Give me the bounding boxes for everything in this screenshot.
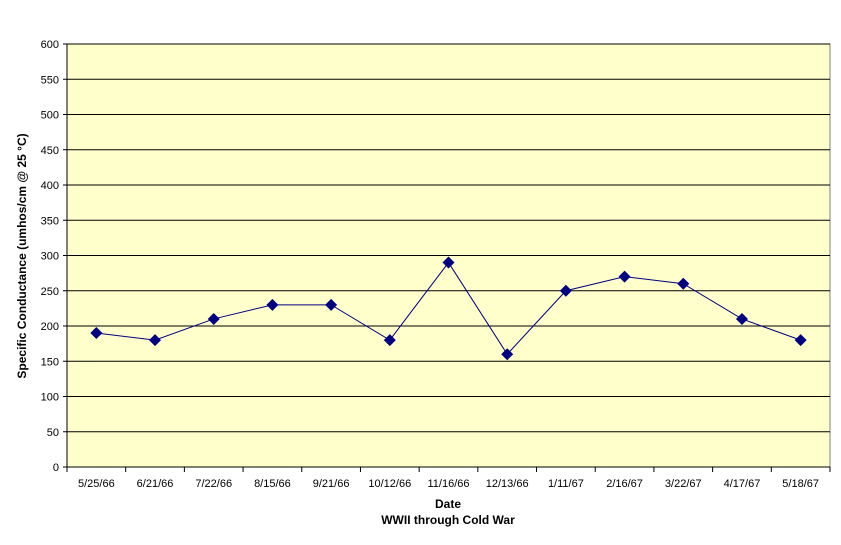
x-tick-label: 4/17/67 [724, 478, 761, 490]
y-tick-label: 200 [41, 321, 59, 333]
data-point-diamond [559, 284, 572, 297]
data-point-diamond [618, 270, 631, 283]
y-tick-label: 300 [41, 251, 59, 263]
x-tick-label: 3/22/67 [665, 478, 702, 490]
y-tick-label: 550 [41, 74, 59, 86]
series-conductance [90, 256, 807, 361]
x-tick-label: 8/15/66 [254, 478, 291, 490]
y-tick-label: 100 [41, 392, 59, 404]
data-point-diamond [266, 298, 279, 311]
x-tick-label: 7/22/66 [195, 478, 232, 490]
y-tick-label: 450 [41, 145, 59, 157]
y-tick-label: 350 [41, 215, 59, 227]
y-tick-label: 150 [41, 356, 59, 368]
data-point-diamond [735, 312, 748, 325]
data-point-diamond [442, 256, 455, 269]
y-tick-label: 0 [53, 462, 59, 474]
y-tick-label: 500 [41, 110, 59, 122]
x-tick-label: 5/18/67 [782, 478, 819, 490]
x-tick-label: 2/16/67 [606, 478, 643, 490]
x-tick-label: 5/25/66 [78, 478, 115, 490]
data-point-diamond [149, 334, 162, 347]
x-axis-title: Date [435, 497, 461, 511]
y-tick-label: 50 [47, 427, 59, 439]
data-point-diamond [90, 327, 103, 340]
y-axis-title: Specific Conductance (umhos/cm @ 25 °C) [15, 133, 29, 378]
x-axis-subtitle: WWII through Cold War [381, 513, 515, 527]
data-point-diamond [677, 277, 690, 290]
x-tick-label: 11/16/66 [427, 478, 469, 490]
x-tick-label: 10/12/66 [368, 478, 411, 490]
y-tick-label: 600 [41, 39, 59, 51]
data-point-diamond [383, 334, 396, 347]
data-point-diamond [794, 334, 807, 347]
data-point-diamond [207, 312, 220, 325]
x-tick-label: 6/21/66 [137, 478, 174, 490]
x-tick-label: 1/11/67 [548, 478, 584, 490]
gridlines [67, 43, 830, 433]
y-tick-label: 400 [41, 180, 59, 192]
y-axis-ticks: 0 50 100 150 200 250 300 350 400 450 500 550 600 [41, 39, 67, 474]
data-point-diamond [501, 348, 514, 361]
x-tick-label: 12/13/66 [486, 478, 529, 490]
x-tick-label: 9/21/66 [313, 478, 350, 490]
x-axis-ticks: 5/25/66 6/21/66 7/22/66 8/15/66 9/21/66 10/12… [66, 467, 831, 490]
data-point-diamond [325, 298, 338, 311]
y-tick-label: 250 [41, 286, 59, 298]
